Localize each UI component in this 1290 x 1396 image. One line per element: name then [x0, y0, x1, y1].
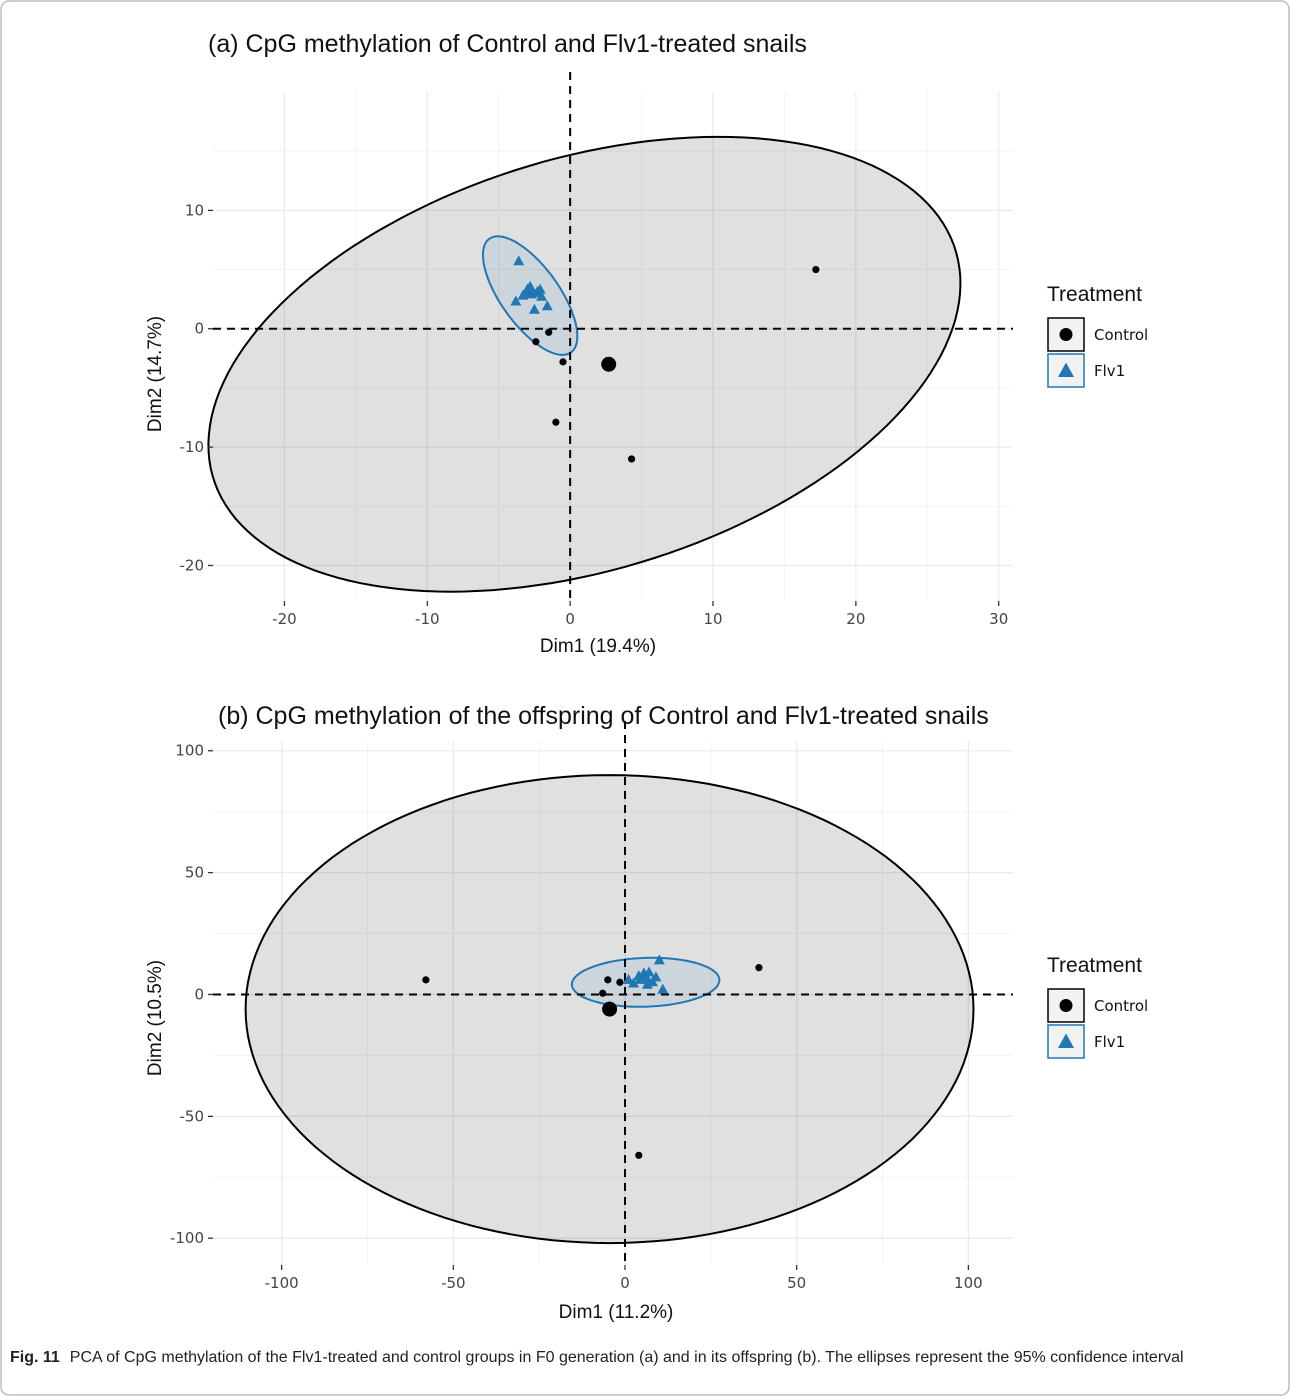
chart-b-control-point [755, 964, 763, 972]
chart-a-legend: Treatment Control Flv1 [1047, 283, 1148, 388]
chart-a-x-tick-label: 0 [565, 610, 575, 628]
chart-a-control-point [532, 338, 540, 346]
chart-b-reference-lines [213, 721, 1013, 1265]
chart-a-control-point [812, 265, 820, 274]
chart-b-flv1-point [657, 983, 669, 994]
chart-a-y-tick-label: 0 [194, 320, 204, 338]
chart-a-control-ellipse [207, 135, 962, 593]
chart-a-legend-label-flv1: Flv1 [1094, 362, 1125, 380]
chart-b-x-tick-label: 0 [620, 1274, 630, 1292]
chart-a-legend-label-control: Control [1094, 326, 1148, 344]
chart-b-legend-flv1-marker [1058, 1033, 1074, 1048]
chart-b-x-tick-label: 50 [787, 1274, 806, 1292]
chart-a-flv1-point [513, 255, 525, 266]
chart-b-x-axis-title: Dim1 (11.2%) [559, 1302, 674, 1323]
chart-a-ellipses [207, 135, 962, 593]
chart-a-reference-lines [213, 72, 1013, 601]
chart-a-y-tick-label: -10 [180, 438, 205, 456]
chart-a-control-centroid [601, 356, 617, 372]
chart-b-control-point [422, 976, 430, 984]
chart-a-flv1-centroid [521, 280, 540, 297]
chart-a-control-point [559, 358, 567, 366]
chart-a-x-axis-title: Dim1 (19.4%) [540, 636, 656, 657]
chart-a-legend-title: Treatment [1047, 283, 1142, 306]
chart-b-control-point [616, 978, 624, 986]
chart-b-legend-label-control: Control [1094, 997, 1148, 1015]
chart-b-control-point [599, 989, 607, 997]
chart-a-x-tick-label: 20 [846, 610, 865, 628]
chart-b-y-tick-label: -100 [170, 1229, 204, 1247]
chart-b-control-centroid [602, 1001, 618, 1017]
chart-b-legend-key-control [1047, 988, 1085, 1023]
chart-a-legend-flv1-marker [1058, 362, 1074, 377]
chart-b-flv1-point [650, 971, 662, 982]
chart-b-control-point [635, 1151, 643, 1159]
chart-b-flv1-point [653, 954, 665, 965]
panel-b: (b) CpG methylation of the offspring of … [145, 702, 1148, 1323]
chart-a-control-point [545, 328, 553, 336]
chart-a-points [510, 255, 820, 463]
chart-b-flv1-centroid [634, 967, 653, 984]
chart-b-legend-control-marker [1059, 999, 1073, 1012]
chart-a-y-tick-label: 10 [185, 201, 204, 219]
chart-b-title: (b) CpG methylation of the offspring of … [218, 702, 989, 730]
chart-a-flv1-point [510, 295, 522, 306]
chart-b-x-tick-label: -50 [441, 1274, 466, 1292]
chart-a-flv1-point [528, 303, 540, 314]
chart-b-legend: Treatment Control Flv1 [1047, 954, 1148, 1059]
chart-b-legend-title: Treatment [1047, 954, 1142, 977]
figure-caption: Fig. 11 PCA of CpG methylation of the Flv… [10, 1347, 1278, 1368]
chart-a-x-tick-label: -10 [415, 610, 440, 628]
chart-b-y-tick-label: -50 [180, 1107, 205, 1125]
chart-b-x-tick-label: 100 [954, 1274, 983, 1292]
chart-a-grid [213, 92, 1013, 601]
chart-a-flv1-point [536, 290, 548, 301]
chart-b-flv1-point [628, 977, 640, 988]
chart-a-legend-control-marker [1059, 328, 1073, 341]
chart-b-x-tick-label: -100 [265, 1274, 299, 1292]
chart-a-control-point [627, 455, 636, 463]
chart-b-points [422, 954, 763, 1159]
panel-a: (a) CpG methylation of Control and Flv1-… [145, 30, 1148, 657]
chart-b-y-tick-label: 50 [185, 864, 204, 882]
chart-a-x-tick-label: -20 [272, 610, 297, 628]
chart-b-y-axis-title: Dim2 (10.5%) [145, 960, 166, 1076]
chart-b-flv1-point [622, 973, 634, 984]
chart-b-control-point [604, 976, 612, 984]
chart-a-flv1-point [541, 300, 553, 311]
chart-b-flv1-point [641, 978, 653, 989]
chart-a-control-point [552, 418, 560, 426]
chart-b-legend-label-flv1: Flv1 [1094, 1033, 1125, 1051]
chart-b-y-tick-label: 0 [194, 985, 204, 1003]
chart-a-flv1-point [534, 283, 546, 294]
chart-a-x-tick-label: 10 [703, 610, 722, 628]
chart-a-y-tick-label: -20 [180, 556, 205, 574]
chart-b-ticks: -100 -50 0 50 100 -100 -50 0 50 100 [170, 742, 983, 1292]
chart-a-title: (a) CpG methylation of Control and Flv1-… [208, 30, 807, 58]
chart-a-ticks: -20 -10 0 10 20 30 -20 -10 0 10 [180, 201, 1009, 628]
figure-caption-label: Fig. 11 [10, 1349, 60, 1366]
figure-caption-text: PCA of CpG methylation of the Flv1-treat… [69, 1349, 1184, 1366]
chart-a-y-axis-title: Dim2 (14.7%) [145, 316, 166, 432]
chart-a-x-tick-label: 30 [989, 610, 1008, 628]
chart-b-y-tick-label: 100 [175, 742, 204, 760]
